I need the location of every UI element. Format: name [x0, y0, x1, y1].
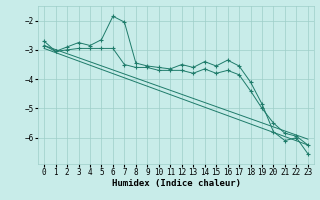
X-axis label: Humidex (Indice chaleur): Humidex (Indice chaleur): [111, 179, 241, 188]
